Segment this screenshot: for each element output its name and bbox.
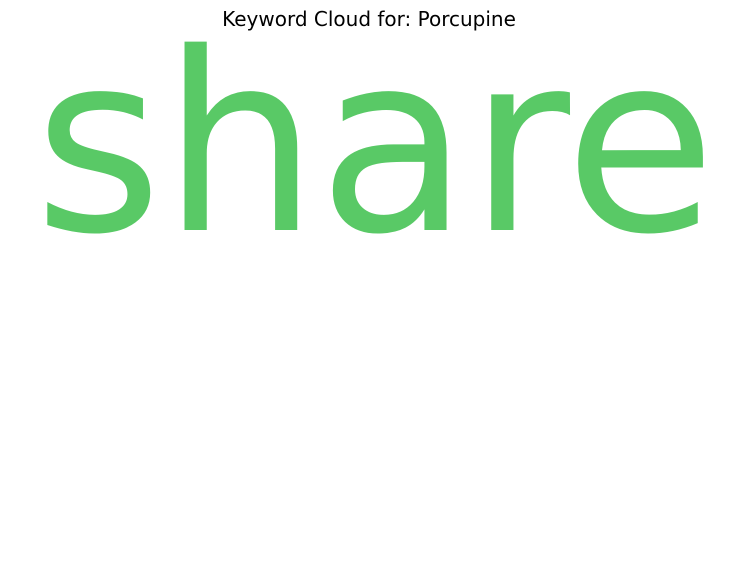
cloud-word-share: share (34, 1, 716, 289)
chart-title: Keyword Cloud for: Porcupine (222, 7, 516, 31)
